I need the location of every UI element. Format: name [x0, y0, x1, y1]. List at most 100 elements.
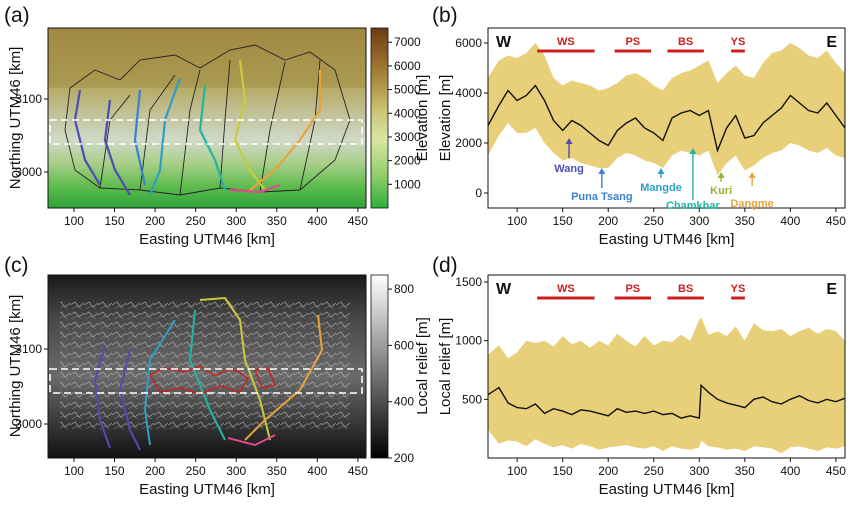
a-x-tick-200: 200 — [145, 214, 165, 228]
elev-cb-tick-5000: 5000 — [394, 83, 421, 97]
a-y-tick-3000: 3000 — [15, 165, 42, 179]
d-y-tick-500: 500 — [462, 392, 482, 406]
d-y-tick-1500: 1500 — [455, 275, 482, 289]
panel-c-ylabel: Northing UTM46 [km] — [7, 295, 24, 438]
elevation-colorbar — [370, 27, 389, 209]
d-corner-east: E — [826, 281, 837, 298]
panel-c-x-ticks: 100 150 200 250 300 350 400 450 — [64, 458, 368, 478]
d-region-label-BS: BS — [678, 283, 693, 295]
elev-cb-tick-6000: 6000 — [394, 59, 421, 73]
relief-colorbar — [370, 274, 389, 459]
b-x-tick-200: 200 — [598, 214, 618, 228]
b-corner-east: E — [826, 34, 837, 51]
plot-frame-b — [487, 27, 846, 209]
c-x-tick-100: 100 — [64, 464, 84, 478]
b-x-tick-450: 450 — [826, 214, 846, 228]
swath-box — [49, 119, 363, 145]
d-x-tick-300: 300 — [689, 464, 709, 478]
d-xlabel: Easting UTM46 [km] — [599, 481, 735, 498]
c-y-tick-3000: 3000 — [15, 417, 42, 431]
d-region-label-PS: PS — [625, 283, 640, 295]
b-region-label-BS: BS — [678, 36, 693, 48]
river-label-dangme: Dangme — [730, 198, 773, 210]
panel-a-label: (a) — [4, 4, 30, 27]
b-x-tick-150: 150 — [553, 214, 573, 228]
river-arrowhead — [717, 172, 725, 178]
panel-d-label: (d) — [432, 254, 458, 277]
c-x-tick-400: 400 — [307, 464, 327, 478]
b-xlabel: Easting UTM46 [km] — [599, 231, 735, 248]
b-x-tick-100: 100 — [507, 214, 527, 228]
b-corner-west: W — [496, 34, 512, 51]
river-arrowhead — [657, 168, 665, 174]
a-x-tick-400: 400 — [307, 214, 327, 228]
c-x-tick-350: 350 — [267, 464, 287, 478]
b-y-tick-4000: 4000 — [455, 86, 482, 100]
b-x-tick-250: 250 — [644, 214, 664, 228]
elev-cb-tick-2000: 2000 — [394, 154, 421, 168]
c-x-tick-250: 250 — [186, 464, 206, 478]
relief-colorbar-ticks: 200 400 600 800 — [388, 282, 414, 465]
b-ylabel: Elevation [m] — [437, 75, 454, 162]
river-label-mangde: Mangde — [640, 182, 682, 194]
river-arrowhead — [689, 148, 697, 154]
d-x-tick-200: 200 — [598, 464, 618, 478]
b-y-tick-0: 0 — [475, 186, 482, 200]
relief-cb-tick-200: 200 — [394, 451, 414, 465]
river-label-kuri: Kuri — [710, 185, 732, 197]
b-region-label-WS: WS — [557, 36, 575, 48]
relief-cb-tick-600: 600 — [394, 338, 414, 352]
river-label-puna-tsang: Puna Tsang — [571, 191, 633, 203]
river-lines-c — [93, 296, 324, 451]
panel-c-map — [47, 274, 367, 459]
elev-cb-tick-7000: 7000 — [394, 35, 421, 49]
elevation-map — [48, 28, 366, 208]
d-x-tick-100: 100 — [507, 464, 527, 478]
river-arrowhead — [565, 138, 573, 144]
elev-cb-tick-3000: 3000 — [394, 130, 421, 144]
range-band-d — [488, 317, 845, 454]
a-x-tick-300: 300 — [226, 214, 246, 228]
panel-a-ylabel: Northing UTM46 [km] — [7, 47, 24, 190]
elev-cb-tick-1000: 1000 — [394, 177, 421, 191]
elevation-swath-chart: 100 150 200 250 300 350 400 450 0 2000 4000 6000 Eas… — [437, 27, 846, 248]
c-x-tick-300: 300 — [226, 464, 246, 478]
b-x-tick-400: 400 — [780, 214, 800, 228]
b-x-tick-350: 350 — [735, 214, 755, 228]
a-x-tick-450: 450 — [348, 214, 368, 228]
relief-colorbar-label: Local relief [m] — [414, 317, 431, 415]
river-arrowhead — [598, 168, 606, 174]
d-corner-west: W — [496, 281, 512, 298]
c-x-tick-200: 200 — [145, 464, 165, 478]
river-lines — [73, 59, 322, 196]
panel-c-y-ticks: 3000 3100 — [15, 342, 48, 431]
a-x-tick-350: 350 — [267, 214, 287, 228]
d-x-tick-250: 250 — [644, 464, 664, 478]
d-x-tick-400: 400 — [780, 464, 800, 478]
river-label-wang: Wang — [554, 163, 584, 175]
relief-swath-chart: 100 150 200 250 300 350 400 450 500 1000 1500 Easti… — [437, 274, 846, 498]
d-region-label-YS: YS — [731, 283, 746, 295]
panel-a-x-ticks: 100 150 200 250 300 350 400 450 — [64, 208, 368, 228]
elev-cb-tick-4000: 4000 — [394, 106, 421, 120]
elevation-colorbar-ticks: 1000 2000 3000 4000 5000 6000 7000 — [388, 35, 421, 191]
elevation-colorbar-label: Elevation [m] — [414, 75, 431, 162]
a-x-tick-250: 250 — [186, 214, 206, 228]
d-ylabel: Local relief [m] — [437, 318, 454, 416]
b-x-tick-300: 300 — [689, 214, 709, 228]
panel-c-xlabel: Easting UTM46 [km] — [139, 481, 275, 498]
c-x-tick-450: 450 — [348, 464, 368, 478]
d-x-tick-350: 350 — [735, 464, 755, 478]
b-y-tick-6000: 6000 — [455, 36, 482, 50]
range-band-b — [488, 43, 845, 176]
relief-cb-tick-400: 400 — [394, 395, 414, 409]
d-y-tick-1000: 1000 — [455, 334, 482, 348]
swath-box-c — [49, 368, 363, 394]
c-x-tick-150: 150 — [105, 464, 125, 478]
panel-a-y-ticks: 3000 3100 — [15, 92, 48, 179]
a-x-tick-150: 150 — [105, 214, 125, 228]
a-x-tick-100: 100 — [64, 214, 84, 228]
b-y-tick-2000: 2000 — [455, 136, 482, 150]
a-y-tick-3100: 3100 — [15, 92, 42, 106]
